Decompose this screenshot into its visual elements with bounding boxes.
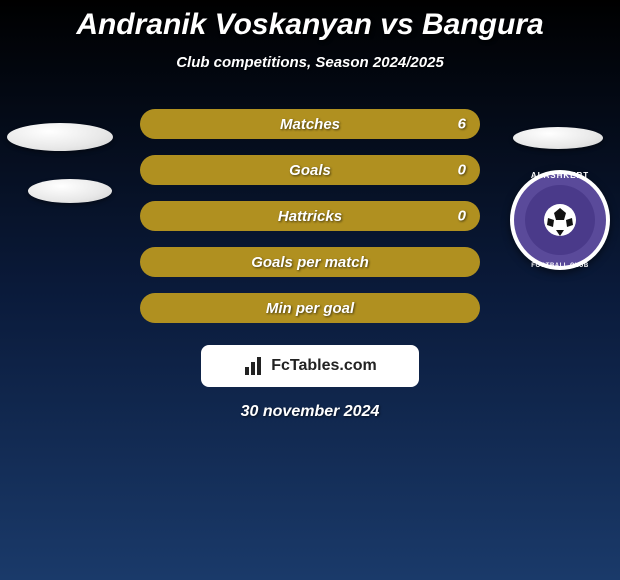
- stat-row-matches: Matches 6: [140, 109, 480, 139]
- stat-right-value: 0: [458, 162, 466, 179]
- page-subtitle: Club competitions, Season 2024/2025: [0, 54, 620, 71]
- stat-label: Hattricks: [278, 208, 342, 225]
- club-name-bottom: FOOTBALL CLUB: [525, 263, 595, 269]
- player-left-placeholder-1: [7, 123, 113, 151]
- brand-text: FcTables.com: [271, 357, 377, 375]
- stat-row-gpm: Goals per match: [140, 247, 480, 277]
- stat-right-value: 0: [458, 208, 466, 225]
- club-name-top: ALASHKERT: [525, 171, 595, 180]
- player-left-placeholder-2: [28, 179, 112, 203]
- club-badge-inner: ALASHKERT FOOTBALL CLUB: [525, 185, 595, 255]
- bars-icon: [243, 355, 265, 377]
- brand-badge: FcTables.com: [201, 345, 419, 387]
- football-icon: [540, 200, 580, 240]
- stat-row-hattricks: Hattricks 0: [140, 201, 480, 231]
- stat-label: Goals: [289, 162, 331, 179]
- page-title: Andranik Voskanyan vs Bangura: [0, 0, 620, 42]
- stat-right-value: 6: [458, 116, 466, 133]
- stat-label: Goals per match: [251, 254, 369, 271]
- stat-label: Matches: [280, 116, 340, 133]
- date-line: 30 november 2024: [0, 403, 620, 421]
- player-right-placeholder-1: [513, 127, 603, 149]
- stat-row-goals: Goals 0: [140, 155, 480, 185]
- stat-row-mpg: Min per goal: [140, 293, 480, 323]
- club-badge: ALASHKERT FOOTBALL CLUB: [510, 170, 610, 270]
- stat-label: Min per goal: [266, 300, 354, 317]
